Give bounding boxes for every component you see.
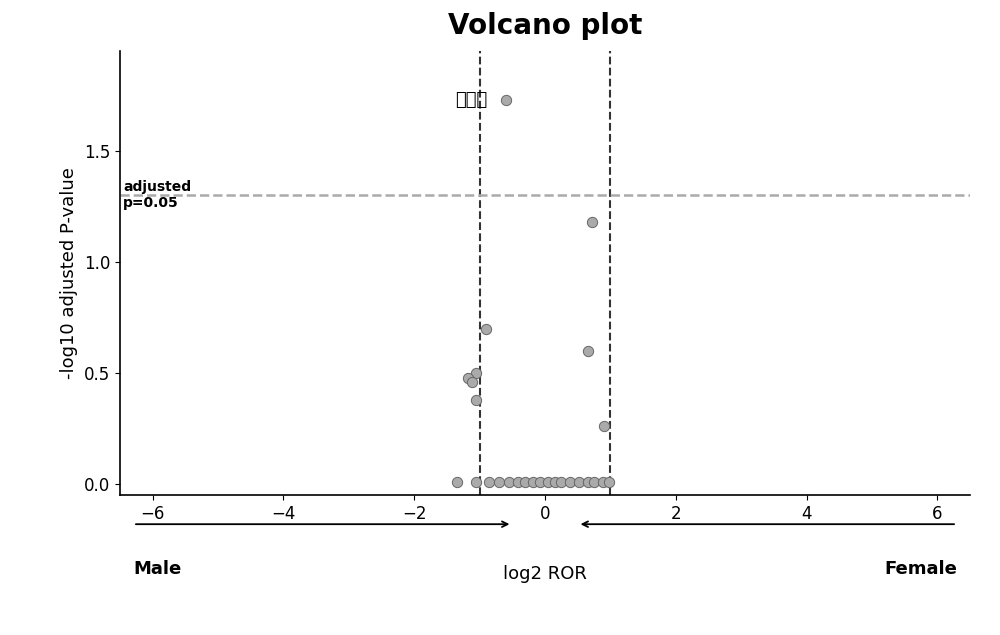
Point	[580, 477, 596, 487]
Point	[481, 477, 497, 487]
Point	[464, 377, 480, 387]
Point	[584, 217, 600, 227]
Text: adjusted
p=0.05: adjusted p=0.05	[123, 180, 191, 210]
Point	[571, 477, 587, 487]
Point	[498, 95, 514, 105]
Point	[501, 477, 517, 487]
X-axis label: log2 ROR: log2 ROR	[503, 565, 587, 583]
Y-axis label: -log10 adjusted P-value: -log10 adjusted P-value	[60, 167, 78, 379]
Point	[468, 394, 484, 405]
Point	[478, 323, 494, 334]
Point	[517, 477, 533, 487]
Point	[586, 477, 602, 487]
Point	[562, 477, 578, 487]
Point	[491, 477, 507, 487]
Point	[596, 422, 612, 432]
Point	[468, 368, 484, 378]
Point	[580, 345, 596, 356]
Point	[601, 477, 617, 487]
Point	[468, 477, 484, 487]
Text: Female: Female	[884, 560, 957, 578]
Text: Male: Male	[133, 560, 181, 578]
Point	[553, 477, 569, 487]
Text: 冠心病: 冠心病	[455, 91, 487, 109]
Point	[532, 477, 548, 487]
Point	[595, 477, 611, 487]
Point	[525, 477, 541, 487]
Point	[510, 477, 526, 487]
Title: Volcano plot: Volcano plot	[448, 12, 642, 40]
Point	[547, 477, 563, 487]
Point	[540, 477, 556, 487]
Point	[449, 477, 465, 487]
Point	[460, 372, 476, 382]
